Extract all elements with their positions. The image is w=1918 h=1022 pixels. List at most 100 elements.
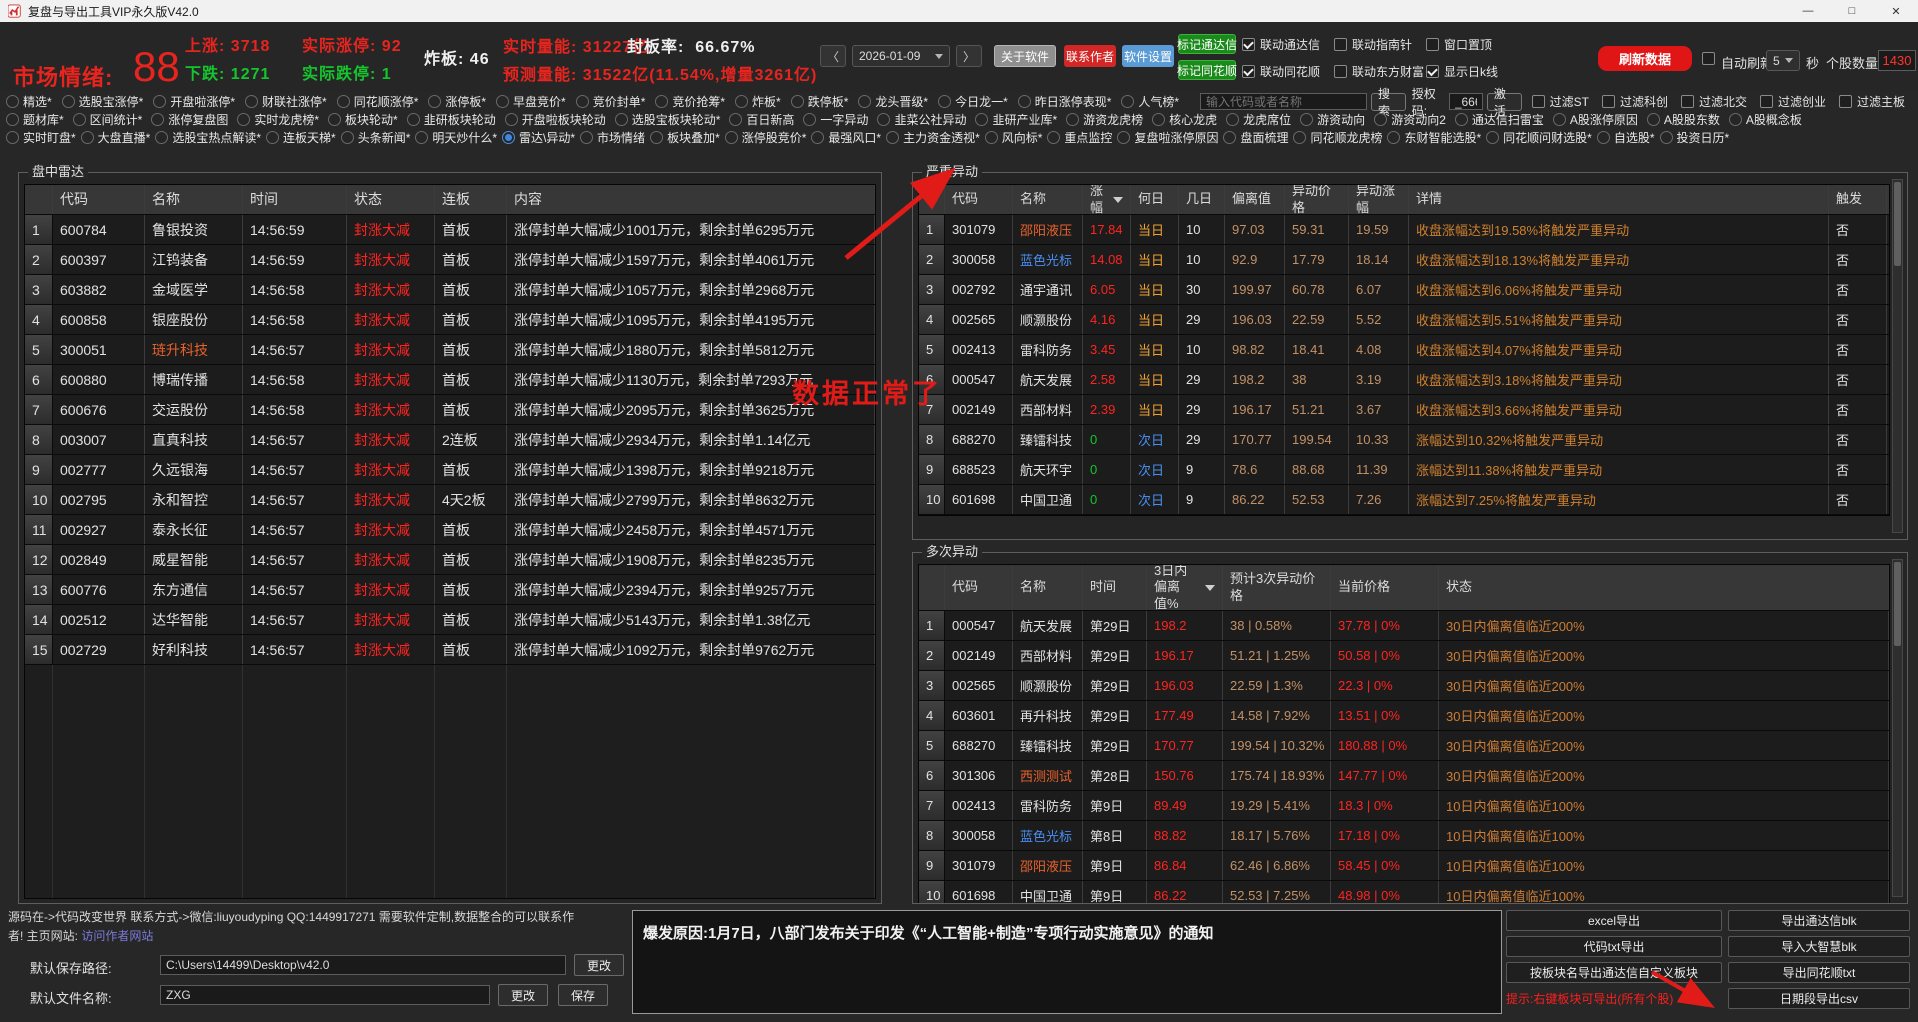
table-row[interactable]: 3 603882 金域医学 14:56:58 封涨大减 首板 涨停封单大幅减少1057万元，… [25,275,875,305]
filter-tab[interactable]: 东财智能选股* [1387,129,1481,146]
filter-tab[interactable]: 今日龙一* [938,93,1008,110]
save-path-input[interactable] [160,955,566,975]
filter-tab[interactable]: 选股宝板块轮动* [614,111,720,128]
close-button[interactable]: ✕ [1891,5,1901,18]
settings-button[interactable]: 软件设置 [1122,45,1174,67]
search-input[interactable] [1200,93,1367,110]
column-header[interactable]: 触发 [1829,185,1887,214]
link-checkbox-item[interactable]: 联动同花顺 [1242,63,1334,80]
activate-button[interactable]: 激活 [1486,87,1522,118]
change-path-button[interactable]: 更改 [574,954,624,976]
filter-tab[interactable]: 风向标* [984,129,1042,146]
filter-tab[interactable]: 盘面梳理 [1223,129,1288,146]
filter-tab[interactable]: 头条新闻* [340,129,410,146]
column-header[interactable]: 当前价格 [1331,565,1439,610]
about-button[interactable]: 关于软件 [994,45,1056,67]
filter-tab[interactable]: 炸板* [735,93,781,110]
filter-tab[interactable]: 韭菜公社异动 [877,111,966,128]
filter-tab[interactable]: A股股东数 [1646,111,1720,128]
filter-tab[interactable]: 核心龙虎 [1152,111,1217,128]
table-row[interactable]: 5 688270 臻镭科技 第29日 170.77 199.54 | 10.32% 180.… [919,731,1889,761]
filter-tab[interactable]: 竞价抢筹* [655,93,725,110]
link-checkbox-item[interactable]: 窗口置顶 [1426,36,1518,53]
filter-tab[interactable]: 游资龙虎榜 [1066,111,1143,128]
market-filter-checkbox[interactable]: 过滤创业 [1759,93,1826,110]
column-header[interactable]: 连板 [435,185,507,214]
search-button[interactable]: 搜索 [1371,87,1406,118]
table-row[interactable]: 2 600397 江钨装备 14:56:59 封涨大减 首板 涨停封单大幅减少1597万元，… [25,245,875,275]
filter-tab[interactable]: 最强风口* [811,129,881,146]
interval-dropdown[interactable]: 5 [1766,50,1800,71]
market-filter-checkbox[interactable]: 过滤ST [1531,93,1589,110]
column-header[interactable]: 几日 [1179,185,1225,214]
link-checkbox-item[interactable]: 联动通达信 [1242,36,1334,53]
filter-tab[interactable]: 主力资金透视* [886,129,980,146]
column-header[interactable]: 代码 [945,185,1013,214]
column-header[interactable] [25,185,53,214]
table-row[interactable]: 8 688270 臻镭科技 0 次日 29 170.77 199.54 10.33 涨幅达到10.… [919,425,1902,455]
mark-ths-button[interactable]: 标记同花顺 [1177,60,1237,80]
table-row[interactable]: 9 301079 邵阳液压 第9日 86.84 62.46 | 6.86% 58.45 | … [919,851,1889,881]
column-header[interactable]: 偏离值 [1225,185,1285,214]
filter-tab[interactable]: 选股宝涨停* [61,93,143,110]
filter-tab[interactable]: 实时盯盘* [6,129,76,146]
table-row[interactable]: 9 688523 航天环宇 0 次日 9 78.6 88.68 11.39 涨幅达到11.38%将… [919,455,1902,485]
export-button[interactable]: 导出通达信blk [1728,910,1910,931]
column-header[interactable]: 异动涨幅 [1349,185,1409,214]
column-header[interactable]: 何日 [1131,185,1179,214]
market-filter-checkbox[interactable]: 过滤科创 [1601,93,1668,110]
contact-author-button[interactable]: 联系作者 [1064,45,1116,67]
filter-tab[interactable]: 实时龙虎榜* [237,111,319,128]
filter-tab[interactable]: 韭研板块轮动 [406,111,496,128]
filter-tab[interactable]: 题材库* [6,111,64,128]
column-header[interactable]: 代码 [53,185,145,214]
filter-tab[interactable]: 复盘啦涨停原因 [1117,129,1218,146]
filter-tab[interactable]: 龙头晋级* [858,93,928,110]
column-header[interactable]: 详情 [1409,185,1829,214]
change-name-button[interactable]: 更改 [498,984,548,1006]
column-header[interactable]: 3日内 偏离值% [1147,565,1223,610]
filter-tab[interactable]: 人气榜* [1121,93,1179,110]
table-row[interactable]: 1 000547 航天发展 第29日 198.2 38 | 0.58% 37.78 | 0%… [919,611,1889,641]
filter-tab[interactable]: 开盘啦板块轮动 [504,111,606,128]
filter-tab[interactable]: 板块叠加* [650,129,720,146]
filter-tab[interactable]: 自选股* [1596,129,1655,146]
filter-tab[interactable]: 开盘啦涨停* [153,93,235,110]
filter-tab[interactable]: 跌停板* [790,93,848,110]
next-date-button[interactable]: 〉 [956,45,982,67]
save-button[interactable]: 保存 [558,984,608,1006]
column-header[interactable] [919,565,945,610]
table-row[interactable]: 14 002512 达华智能 14:56:57 封涨大减 首板 涨停封单大幅减少5143万元… [25,605,875,635]
filter-tab[interactable]: 重点监控 [1047,129,1112,146]
table-row[interactable]: 9 002777 久远银海 14:56:57 封涨大减 首板 涨停封单大幅减少1398万元，… [25,455,875,485]
column-header[interactable]: 涨幅 [1083,185,1131,214]
refresh-data-button[interactable]: 刷新数据 [1598,46,1692,71]
filter-tab[interactable]: 游资动向 [1300,111,1365,128]
table-row[interactable]: 12 002849 威星智能 14:56:57 封涨大减 首板 涨停封单大幅减少1908万元… [25,545,875,575]
filter-tab[interactable]: 昨日涨停表现* [1017,93,1111,110]
filter-tab[interactable]: 大盘直播* [80,129,150,146]
column-header[interactable]: 内容 [507,185,875,214]
table-row[interactable]: 7 600676 交运股份 14:56:58 封涨大减 首板 涨停封单大幅减少2095万元，… [25,395,875,425]
table-row[interactable]: 8 300058 蓝色光标 第8日 88.82 18.17 | 5.76% 17.18 | … [919,821,1889,851]
link-checkbox-item[interactable]: 联动指南针 [1334,36,1426,53]
table-row[interactable]: 1 301079 邵阳液压 17.84 当日 10 97.03 59.31 19.59 收盘涨幅达… [919,215,1902,245]
mark-tdx-button[interactable]: 标记通达信 [1177,34,1237,54]
filter-tab[interactable]: 同花顺龙虎榜 [1293,129,1382,146]
auth-code-input[interactable] [1448,93,1483,110]
filter-tab[interactable]: 韭研产业库* [975,111,1057,128]
export-button[interactable]: excel导出 [1506,910,1722,931]
filter-tab[interactable]: 涨停复盘图 [151,111,228,128]
minimize-button[interactable]: — [1802,5,1814,17]
filter-tab[interactable]: 连板天梯* [266,129,336,146]
table-row[interactable]: 4 002565 顺灏股份 4.16 当日 29 196.03 22.59 5.52 收盘涨幅达到… [919,305,1902,335]
filter-tab[interactable]: 涨停股竞价* [724,129,806,146]
export-button[interactable]: 日期段导出csv [1728,988,1910,1009]
table-row[interactable]: 11 002927 泰永长征 14:56:57 封涨大减 首板 涨停封单大幅减少2458万元… [25,515,875,545]
table-row[interactable]: 8 003007 直真科技 14:56:57 封涨大减 2连板 涨停封单大幅减少2934万元… [25,425,875,455]
prev-date-button[interactable]: 〈 [820,45,846,67]
column-header[interactable]: 名称 [1013,185,1083,214]
filter-tab[interactable]: 投资日历* [1659,129,1729,146]
link-checkbox-item[interactable]: 联动东方财富 [1334,63,1426,80]
table-row[interactable]: 5 002413 雷科防务 3.45 当日 10 98.82 18.41 4.08 收盘涨幅达到4… [919,335,1902,365]
